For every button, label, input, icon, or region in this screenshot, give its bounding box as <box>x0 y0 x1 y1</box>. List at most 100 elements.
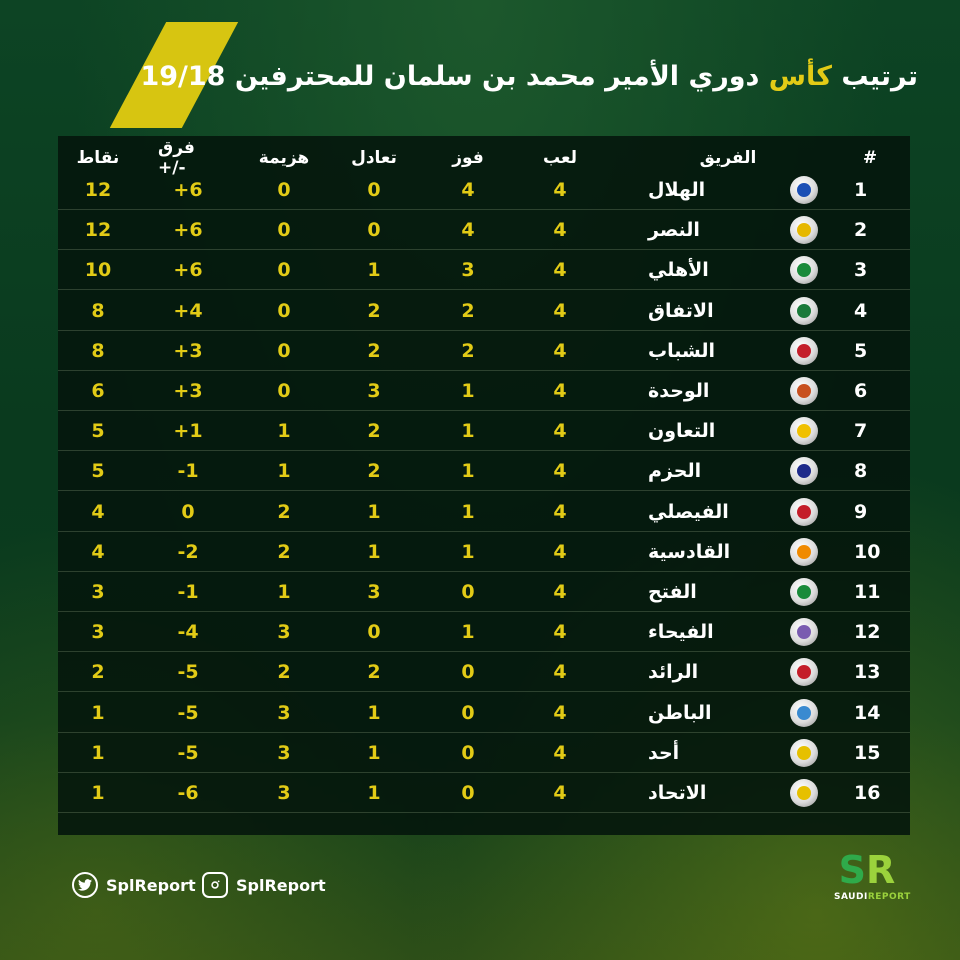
won-cell: 4 <box>461 179 475 201</box>
team-logo <box>782 250 826 290</box>
draw-cell: 1 <box>367 782 381 804</box>
team-logo <box>782 532 826 572</box>
won-cell: 1 <box>461 380 475 402</box>
goal-diff-cell: -5 <box>177 701 199 724</box>
club-crest-icon <box>790 417 818 446</box>
points-cell: 1 <box>91 701 105 724</box>
team-name: الفيحاء <box>648 621 714 644</box>
won-cell: 0 <box>461 741 475 764</box>
lost-cell: 2 <box>277 500 291 523</box>
points-cell: 8 <box>91 339 105 362</box>
draw-cell: 2 <box>367 460 381 483</box>
played-cell: 4 <box>553 219 567 242</box>
played-cell: 4 <box>553 380 567 402</box>
lost-cell: 3 <box>277 701 291 724</box>
team-name: الفتح <box>648 581 697 603</box>
lost-cell: 2 <box>277 661 291 684</box>
rank-cell: 15 <box>854 741 881 764</box>
won-cell: 0 <box>461 782 475 804</box>
won-cell: 4 <box>461 219 475 242</box>
won-cell: 1 <box>461 500 475 523</box>
draw-cell: 1 <box>367 259 381 282</box>
won-cell: 1 <box>461 460 475 483</box>
team-logo <box>782 572 826 612</box>
table-row: 9 الفيصلي 4 1 1 2 0 4 <box>58 492 910 532</box>
draw-cell: 2 <box>367 299 381 322</box>
team-name: الهلال <box>648 179 706 201</box>
draw-cell: 2 <box>367 420 381 443</box>
instagram-handle: SplReport <box>236 875 326 895</box>
rank-cell: 13 <box>854 661 881 684</box>
twitter-icon <box>72 872 98 898</box>
table-row: 11 الفتح 4 0 3 1 -1 3 <box>58 572 910 612</box>
lost-cell: 1 <box>277 460 291 483</box>
draw-cell: 3 <box>367 380 381 402</box>
table-row: 6 الوحدة 4 1 3 0 +3 6 <box>58 371 910 411</box>
won-cell: 1 <box>461 621 475 644</box>
won-cell: 2 <box>461 339 475 362</box>
lost-cell: 1 <box>277 420 291 443</box>
rank-cell: 9 <box>854 500 868 523</box>
table-row: 2 النصر 4 4 0 0 +6 12 <box>58 210 910 251</box>
points-cell: 10 <box>84 259 112 282</box>
lost-cell: 0 <box>277 219 291 242</box>
points-cell: 12 <box>84 219 112 242</box>
points-cell: 4 <box>91 500 105 523</box>
header-goal-diff: فرق +/- <box>158 138 195 178</box>
goal-diff-cell: +1 <box>173 420 203 443</box>
goal-diff-cell: -6 <box>177 782 199 804</box>
draw-cell: 1 <box>367 500 381 523</box>
lost-cell: 1 <box>277 581 291 603</box>
played-cell: 4 <box>553 540 567 563</box>
twitter-link[interactable]: SplReport <box>72 872 196 898</box>
lost-cell: 3 <box>277 741 291 764</box>
header-points: نقاط <box>76 148 120 168</box>
team-logo <box>782 291 826 331</box>
header-team: الفريق <box>699 148 757 168</box>
points-cell: 1 <box>91 741 105 764</box>
header-lost: هزيمة <box>258 148 310 168</box>
draw-cell: 0 <box>367 219 381 242</box>
instagram-link[interactable]: SplReport <box>202 872 326 898</box>
rank-cell: 16 <box>854 782 881 804</box>
header-won: فوز <box>452 148 484 168</box>
team-name: القادسية <box>648 540 731 563</box>
lost-cell: 0 <box>277 299 291 322</box>
team-name: النصر <box>648 219 700 242</box>
lost-cell: 0 <box>277 259 291 282</box>
won-cell: 1 <box>461 420 475 443</box>
table-row: 3 الأهلي 4 3 1 0 +6 10 <box>58 250 910 291</box>
goal-diff-cell: +6 <box>173 179 203 201</box>
team-name: الشباب <box>648 339 715 362</box>
won-cell: 3 <box>461 259 475 282</box>
header-draw: تعادل <box>351 148 397 168</box>
table-row: 7 التعاون 4 1 2 1 +1 5 <box>58 411 910 452</box>
goal-diff-cell: +6 <box>173 219 203 242</box>
goal-diff-cell: -5 <box>177 741 199 764</box>
played-cell: 4 <box>553 420 567 443</box>
table-row: 14 الباطن 4 0 1 3 -5 1 <box>58 693 910 733</box>
team-logo <box>782 451 826 491</box>
twitter-handle: SplReport <box>106 875 196 895</box>
rank-cell: 7 <box>854 420 868 443</box>
played-cell: 4 <box>553 179 567 201</box>
rank-cell: 6 <box>854 380 868 402</box>
table-row: 12 الفيحاء 4 1 0 3 -4 3 <box>58 612 910 653</box>
draw-cell: 0 <box>367 179 381 201</box>
rank-cell: 2 <box>854 219 868 242</box>
points-cell: 1 <box>91 782 105 804</box>
title-season: 19/18 <box>140 61 226 92</box>
points-cell: 3 <box>91 581 105 603</box>
table-row: 1 الهلال 4 4 0 0 +6 12 <box>58 170 910 210</box>
team-name: الحزم <box>648 460 702 483</box>
club-crest-icon <box>790 256 818 285</box>
table-row: 8 الحزم 4 1 2 1 -1 5 <box>58 451 910 492</box>
saudi-report-logo: SR SAUDIREPORT <box>834 848 911 914</box>
team-name: التعاون <box>648 420 716 443</box>
logo-text: SAUDIREPORT <box>834 892 911 902</box>
club-crest-icon <box>790 658 818 687</box>
club-crest-icon <box>790 779 818 807</box>
lost-cell: 0 <box>277 179 291 201</box>
team-logo <box>782 371 826 411</box>
rank-cell: 10 <box>854 540 881 563</box>
